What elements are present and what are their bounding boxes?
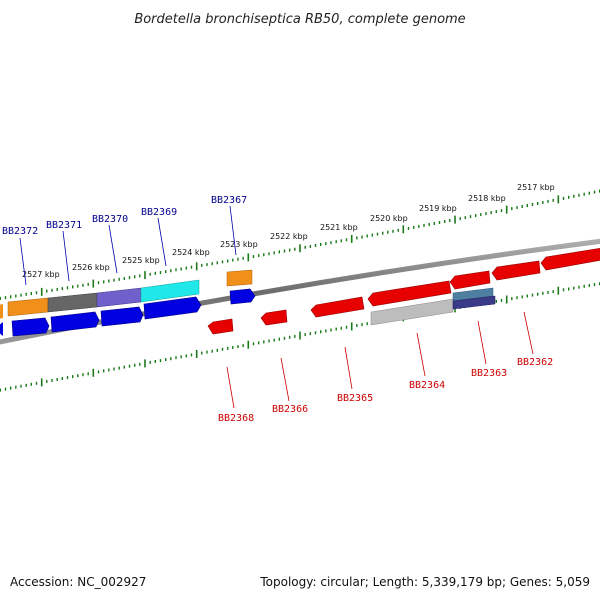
leader-line [523,311,534,355]
leader-line [229,205,237,256]
kbp-label: 2519 kbp [419,204,457,213]
kbp-label: 2526 kbp [72,263,110,272]
kbp-label: 2518 kbp [468,194,506,203]
gene-label-forward[interactable]: BB2371 [46,220,82,231]
reverse-leader-lines [226,311,534,409]
gene-label-reverse[interactable]: BB2362 [517,357,553,368]
kbp-label: 2523 kbp [220,240,258,249]
gene-arrow-reverse[interactable] [260,309,288,326]
gene-arrow-forward[interactable] [11,317,50,337]
gene-arrow-forward[interactable] [50,311,100,333]
kbp-label: 2525 kbp [122,256,160,265]
gene-label-forward[interactable]: BB2370 [92,214,128,225]
gene-label-reverse[interactable]: BB2366 [272,404,308,415]
feature-box-orange[interactable] [7,297,49,317]
accession-text: Accession: NC_002927 [10,575,146,589]
gene-arrow-reverse[interactable] [540,248,600,271]
leader-line [226,366,235,409]
gene-arrow-reverse[interactable] [491,260,541,281]
gene-label-forward[interactable]: BB2369 [141,207,177,218]
forward-leader-lines [19,205,237,286]
kbp-label: 2520 kbp [370,214,408,223]
gene-arrow-forward[interactable] [0,322,3,336]
reverse-gene-labels: BB2368 BB2366 BB2365 BB2364 BB2363 BB236… [218,357,553,424]
leader-line [344,346,353,390]
gene-arrow-forward[interactable] [143,296,202,320]
outer-tick-ring [0,189,600,300]
feature-box-cyan[interactable] [140,279,200,303]
leader-line [19,237,27,286]
kbp-label: 2524 kbp [172,248,210,257]
gene-arrow-forward[interactable] [100,306,144,327]
leader-line [157,217,167,267]
leader-line [477,320,487,365]
feature-box-light-gray[interactable] [370,298,454,326]
kbp-label: 2521 kbp [320,223,358,232]
map-title: Bordetella bronchiseptica RB50, complete… [134,12,465,27]
kbp-label: 2522 kbp [270,232,308,241]
leader-line [280,357,290,402]
feature-box-orange[interactable] [0,304,3,319]
gene-arrow-reverse[interactable] [310,296,365,318]
kbp-labels: 2517 kbp 2518 kbp 2519 kbp 2520 kbp 2521… [22,183,555,279]
feature-box-gray[interactable] [47,292,98,313]
gene-arrow-forward[interactable] [229,288,256,305]
leader-line [416,332,426,377]
feature-box-orange[interactable] [226,269,253,287]
leader-line [108,224,118,274]
forward-gene-labels: BB2372 BB2371 BB2370 BB2369 BB2367 [2,195,247,237]
reverse-feature-boxes [370,287,496,326]
gene-label-reverse[interactable]: BB2363 [471,368,507,379]
leader-line [62,230,70,282]
gene-label-reverse[interactable]: BB2365 [337,393,373,404]
forward-strand-genes [0,288,256,337]
feature-box-purple[interactable] [96,287,142,308]
gene-label-reverse[interactable]: BB2368 [218,413,254,424]
gene-label-forward[interactable]: BB2367 [211,195,247,206]
genome-summary-text: Topology: circular; Length: 5,339,179 bp… [259,575,590,589]
kbp-label: 2517 kbp [517,183,555,192]
reverse-strand-genes [207,248,600,335]
gene-label-reverse[interactable]: BB2364 [409,380,445,391]
feature-box-navy[interactable] [452,295,496,310]
backbone-line [0,238,600,345]
gene-arrow-reverse[interactable] [449,270,491,290]
gene-arrow-reverse[interactable] [207,318,234,335]
gene-label-forward[interactable]: BB2372 [2,226,38,237]
kbp-label: 2527 kbp [22,270,60,279]
forward-feature-boxes [0,269,253,319]
gene-arrow-reverse[interactable] [367,280,452,307]
